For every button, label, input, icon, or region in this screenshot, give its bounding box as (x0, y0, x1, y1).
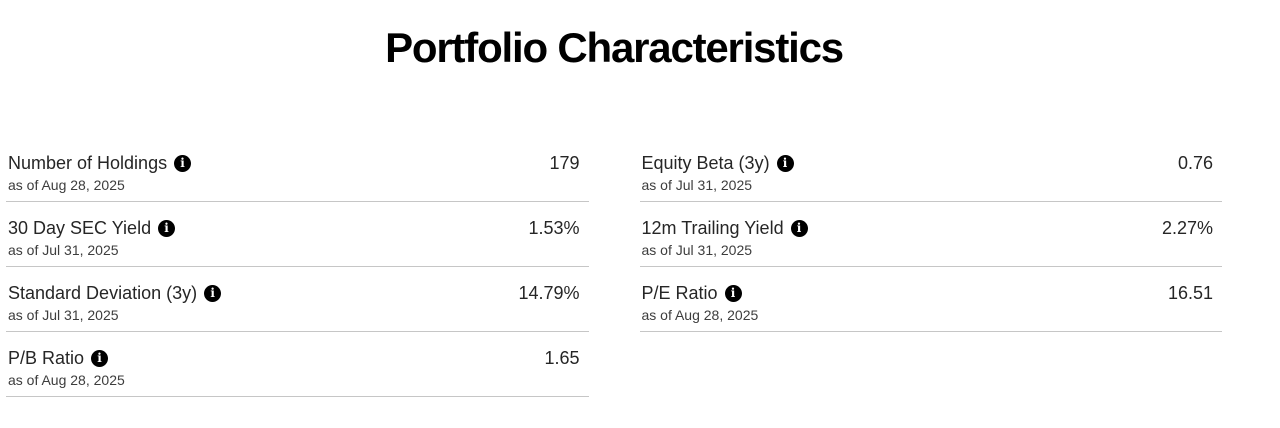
metric-label: P/E Ratio (641, 283, 718, 303)
info-icon[interactable]: i (790, 219, 808, 237)
metric-as-of-date: as of Jul 31, 2025 (8, 242, 119, 258)
page-title: Portfolio Characteristics (385, 24, 844, 71)
metric-label: 30 Day SEC Yield (8, 218, 152, 238)
metric-value: 16.51 (1167, 283, 1213, 303)
info-icon[interactable]: i (91, 349, 109, 367)
metric-as-of-date: as of Aug 28, 2025 (8, 177, 125, 193)
metric-as-of-date: as of Jul 31, 2025 (641, 177, 753, 193)
info-icon[interactable]: i (724, 284, 742, 302)
metric-row-30-day-sec-yield: 30 Day SEC Yield i 1.53% as of Jul 31, 2… (6, 202, 589, 267)
metric-row-pe-ratio: P/E Ratio i 16.51 as of Aug 28, 2025 (639, 267, 1222, 332)
metric-label: Equity Beta (3y) (641, 153, 770, 173)
metric-row-equity-beta: Equity Beta (3y) i 0.76 as of Jul 31, 20… (639, 152, 1222, 202)
metric-row-number-of-holdings: Number of Holdings i 179 as of Aug 28, 2… (6, 152, 589, 202)
metric-value: 14.79% (518, 283, 580, 303)
metric-value: 2.27% (1161, 218, 1213, 238)
characteristics-column-right: Equity Beta (3y) i 0.76 as of Jul 31, 20… (639, 152, 1222, 332)
metric-value: 1.65 (544, 348, 580, 368)
info-icon[interactable]: i (158, 219, 176, 237)
info-icon[interactable]: i (204, 284, 222, 302)
metric-row-pb-ratio: P/B Ratio i 1.65 as of Aug 28, 2025 (6, 332, 589, 397)
metric-as-of-date: as of Jul 31, 2025 (8, 307, 119, 323)
metric-as-of-date: as of Aug 28, 2025 (8, 372, 125, 388)
metric-value: 0.76 (1177, 153, 1213, 173)
metric-label: Number of Holdings (8, 153, 168, 173)
metric-label: Standard Deviation (3y) (8, 283, 198, 303)
info-icon[interactable]: i (174, 154, 192, 172)
metric-as-of-date: as of Jul 31, 2025 (641, 242, 753, 258)
metric-value: 1.53% (528, 218, 580, 238)
metric-row-12m-trailing-yield: 12m Trailing Yield i 2.27% as of Jul 31,… (639, 202, 1222, 267)
portfolio-characteristics-section: Number of Holdings i 179 as of Aug 28, 2… (0, 152, 1280, 397)
info-icon[interactable]: i (776, 154, 794, 172)
metric-as-of-date: as of Aug 28, 2025 (641, 307, 759, 323)
characteristics-column-left: Number of Holdings i 179 as of Aug 28, 2… (6, 152, 589, 397)
metric-row-standard-deviation: Standard Deviation (3y) i 14.79% as of J… (6, 267, 589, 332)
metric-label: 12m Trailing Yield (641, 218, 784, 238)
metric-label: P/B Ratio (8, 348, 85, 368)
metric-value: 179 (549, 153, 580, 173)
